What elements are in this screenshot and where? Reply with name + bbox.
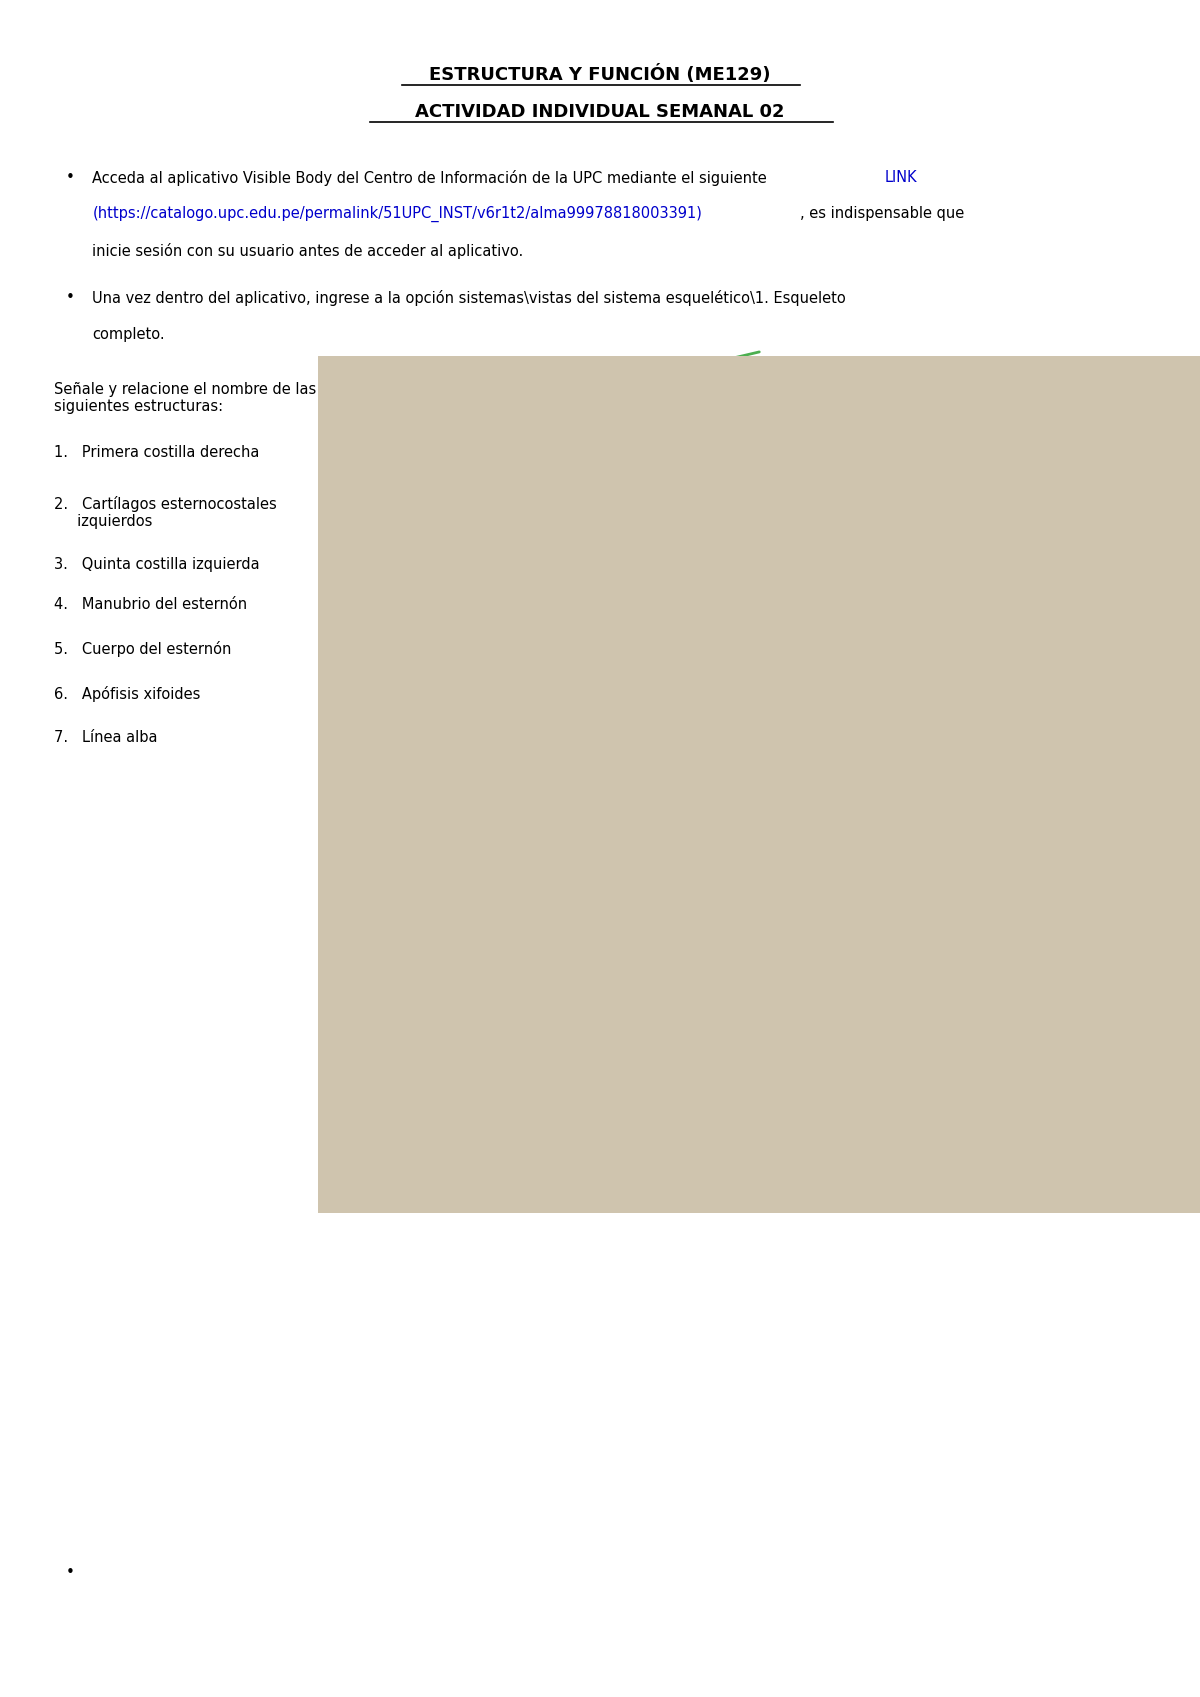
Text: LINK: LINK	[884, 170, 917, 185]
Text: 4.   Manubrio del esternón: 4. Manubrio del esternón	[54, 597, 247, 613]
Text: ESTRUCTURA Y FUNCIÓN (ME129): ESTRUCTURA Y FUNCIÓN (ME129)	[430, 64, 770, 85]
Text: 5.   Cuerpo del esternón: 5. Cuerpo del esternón	[54, 641, 232, 657]
Text: 1.   Primera costilla derecha: 1. Primera costilla derecha	[54, 445, 259, 460]
Text: ACTIVIDAD INDIVIDUAL SEMANAL 02: ACTIVIDAD INDIVIDUAL SEMANAL 02	[415, 104, 785, 120]
Text: 6.   Apófisis xifoides: 6. Apófisis xifoides	[54, 686, 200, 701]
Text: 7.   Línea alba: 7. Línea alba	[54, 730, 157, 745]
Text: •: •	[66, 1565, 74, 1580]
Text: Señale y relacione el nombre de las
siguientes estructuras:: Señale y relacione el nombre de las sigu…	[54, 382, 317, 414]
Text: Una vez dentro del aplicativo, ingrese a la opción sistemas\vistas del sistema e: Una vez dentro del aplicativo, ingrese a…	[92, 290, 846, 305]
Text: Acceda al aplicativo Visible Body del Centro de Información de la UPC mediante e: Acceda al aplicativo Visible Body del Ce…	[92, 170, 772, 185]
Text: 2.   Cartílagos esternocostales
     izquierdos: 2. Cartílagos esternocostales izquierdos	[54, 496, 277, 529]
Text: inicie sesión con su usuario antes de acceder al aplicativo.: inicie sesión con su usuario antes de ac…	[92, 243, 523, 258]
Text: , es indispensable que: , es indispensable que	[800, 205, 965, 221]
Text: •: •	[66, 170, 74, 185]
Text: completo.: completo.	[92, 326, 166, 341]
Text: 3.   Quinta costilla izquierda: 3. Quinta costilla izquierda	[54, 557, 259, 572]
Text: (https://catalogo.upc.edu.pe/permalink/51UPC_INST/v6r1t2/alma99978818003391): (https://catalogo.upc.edu.pe/permalink/5…	[92, 205, 702, 222]
Text: •: •	[66, 290, 74, 305]
